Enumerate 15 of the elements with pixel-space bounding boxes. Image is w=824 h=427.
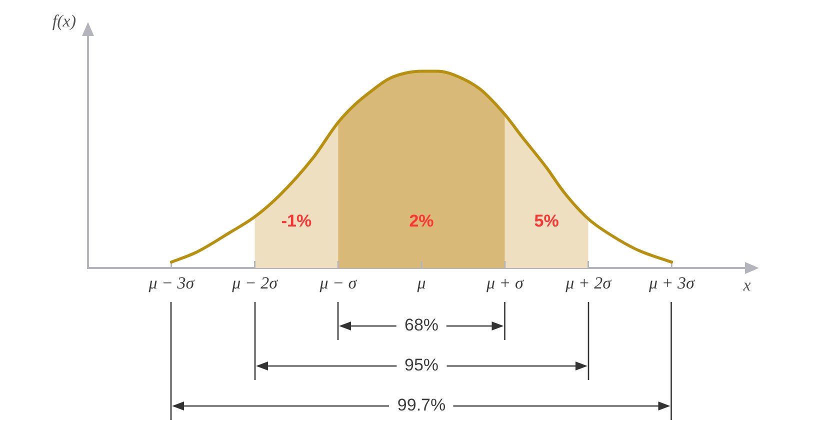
x-tick-label: μ + 2σ [564,274,612,293]
x-tick-label: μ − 3σ [148,274,195,293]
text: 99.7% [397,396,446,415]
band-label: 2% [409,212,434,231]
y-axis-title: f(x) [52,11,76,30]
band-label: -1% [281,212,312,231]
x-tick-label: μ + σ [485,274,524,293]
x-tick-label: μ + 3σ [648,274,695,293]
text: 68% [404,316,439,335]
x-tick-label: μ − 2σ [231,274,278,293]
x-tick-label: μ − σ [318,274,358,293]
band-label: 5% [534,212,559,231]
text: 95% [404,356,439,375]
x-tick-label: μ [416,274,426,293]
x-axis-title: x [742,275,752,294]
